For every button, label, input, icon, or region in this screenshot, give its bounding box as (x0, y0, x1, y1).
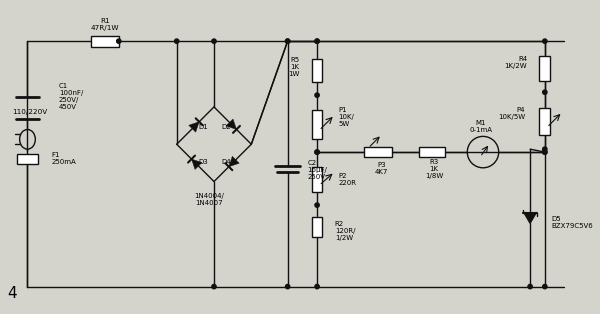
Text: C2
16μF/
250V: C2 16μF/ 250V (307, 160, 327, 180)
Circle shape (175, 39, 179, 43)
Text: P1
10K/
5W: P1 10K/ 5W (338, 107, 355, 127)
Polygon shape (524, 213, 536, 223)
Text: M1
0-1mA: M1 0-1mA (470, 120, 493, 133)
Bar (91, 36, 119, 46)
Circle shape (315, 39, 319, 43)
Text: R3
1K
1/8W: R3 1K 1/8W (425, 159, 443, 179)
Text: D2: D2 (222, 124, 232, 130)
Bar (311, 167, 322, 192)
Circle shape (315, 150, 319, 154)
Circle shape (212, 284, 216, 289)
Bar (311, 110, 322, 139)
Text: D3: D3 (199, 159, 208, 165)
Bar (539, 108, 550, 135)
Circle shape (542, 284, 547, 289)
Text: R4
1K/2W: R4 1K/2W (505, 56, 527, 69)
Text: F1
250mA: F1 250mA (51, 153, 76, 165)
Circle shape (315, 203, 319, 207)
Text: R2
120R/
1/2W: R2 120R/ 1/2W (335, 221, 355, 241)
Circle shape (542, 147, 547, 151)
Bar (364, 147, 392, 158)
Text: D4: D4 (222, 159, 232, 165)
Circle shape (542, 90, 547, 95)
Circle shape (116, 39, 121, 43)
Polygon shape (191, 159, 202, 170)
Circle shape (212, 39, 216, 43)
Text: P2
220R: P2 220R (338, 173, 356, 186)
Text: D1: D1 (199, 124, 208, 130)
Text: R1
47R/1W: R1 47R/1W (91, 18, 119, 31)
Circle shape (528, 284, 532, 289)
Circle shape (315, 284, 319, 289)
Polygon shape (189, 122, 199, 132)
Polygon shape (229, 156, 239, 167)
Circle shape (542, 39, 547, 43)
Circle shape (542, 150, 547, 154)
Circle shape (286, 284, 290, 289)
Text: D5
BZX79C5V6: D5 BZX79C5V6 (552, 216, 593, 229)
Circle shape (542, 150, 547, 154)
Circle shape (286, 39, 290, 43)
Text: 110/220V: 110/220V (12, 109, 47, 115)
Circle shape (315, 93, 319, 97)
Circle shape (315, 39, 319, 43)
Bar (311, 59, 322, 82)
Text: 1N4004/
1N4007: 1N4004/ 1N4007 (194, 193, 224, 206)
Text: R5
1K
1W: R5 1K 1W (288, 57, 299, 77)
Bar (539, 56, 550, 81)
Circle shape (315, 150, 319, 154)
Bar (419, 147, 445, 158)
Text: P3
4K7: P3 4K7 (375, 162, 389, 175)
Bar (17, 154, 38, 164)
Polygon shape (226, 119, 236, 129)
Text: 4: 4 (7, 286, 17, 301)
Text: C1
100nF/
250V/
450V: C1 100nF/ 250V/ 450V (59, 83, 83, 110)
Circle shape (286, 39, 290, 43)
Bar (311, 217, 322, 236)
Text: P4
10K/5W: P4 10K/5W (498, 107, 525, 120)
